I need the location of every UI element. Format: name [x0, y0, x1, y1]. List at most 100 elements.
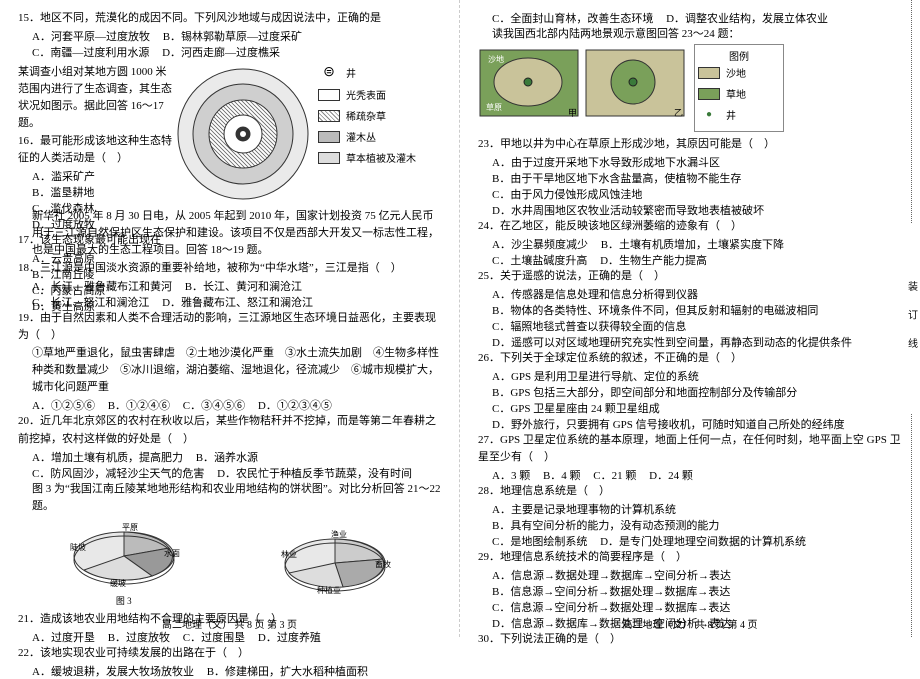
q15-d: D．河西走廊—过度樵采 — [162, 44, 280, 60]
legend-herb: 草本植被及灌木 — [318, 150, 438, 165]
legend-well-label: 井 — [346, 65, 356, 80]
q19-d: D．①②③④⑤ — [258, 397, 332, 413]
intro2: 读我国西北部内陆两地景观示意图回答 23～24 题： — [478, 26, 902, 43]
q20-stem: 20．近几年北京郊区的农村在秋收以后，某些作物秸秆并不挖掉，而是等第二年春耕之前… — [18, 413, 441, 447]
q19-a: A．①②⑤⑥ — [32, 397, 95, 413]
exam-container: 15．地区不同，荒漠化的成因不同。下列风沙地域与成因说法中，正确的是 A．河套平… — [0, 0, 920, 637]
svg-text:缓坡: 缓坡 — [110, 578, 126, 588]
q30-stem: 30．下列说法正确的是（ ） — [478, 631, 902, 648]
q20-b: B．涵养水源 — [196, 449, 258, 465]
q16-b: B．滥垦耕地 — [32, 184, 94, 200]
q29-c: C．信息源→空间分析→数据处理→数据库→表达 — [492, 599, 902, 615]
svg-text:甲: 甲 — [568, 108, 577, 118]
q28-c: C．是地图绘制系统 — [492, 533, 587, 549]
q27-stem: 27．GPS 卫星定位系统的基本原理，地面上任何一点，在任何时刻，地平面上空 G… — [478, 432, 902, 466]
q26-a: A．GPS 是利用卫星进行导航、定位的系统 — [492, 368, 902, 384]
q19-stem: 19．由于自然因素和人类不合理活动的影响，三江源地区生态环境日益恶化，主要表现为… — [18, 310, 441, 344]
svg-text:水面: 水面 — [164, 548, 180, 558]
svg-text:沙地: 沙地 — [488, 54, 504, 64]
q25-c: C．辐照地毯式普查以获得较全面的信息 — [492, 318, 902, 334]
q16-options: A．滥采矿产 B．滥垦耕地 C．滥伐森林 D．过度放牧 — [18, 168, 173, 232]
q20-options: A．增加土壤有机质，提高肥力 B．涵养水源 C．防风固沙，减轻沙尘天气的危害 D… — [18, 449, 441, 481]
q28-stem: 28．地理信息系统是（ ） — [478, 483, 902, 500]
q15-a: A．河套平原—过度放牧 — [32, 28, 150, 44]
legend-sparse: 稀疏杂草 — [318, 108, 438, 123]
legend-shrub: 灌木丛 — [318, 129, 438, 144]
legend-shrub-label: 灌木丛 — [346, 129, 376, 144]
q28-d: D．是专门处理地理空间数据的计算机系统 — [600, 533, 806, 549]
q15-c: C．南疆—过度利用水源 — [32, 44, 149, 60]
q18-b: B．长江、黄河和澜沧江 — [185, 278, 302, 294]
q22-c: C．全面封山育林，改善生态环境 — [492, 10, 653, 26]
q25-stem: 25．关于遥感的说法，正确的是（ ） — [478, 268, 902, 285]
q17-d: D．黄土高原 — [32, 298, 95, 314]
map-legend-well: 井 — [726, 107, 736, 122]
q20-d: D．农民忙于种植反季节蔬菜，没有时间 — [217, 465, 412, 481]
fig3-caption: 图 3 为“我国江南丘陵某地地形结构和农业用地结构的饼状图”。对比分析回答 21… — [18, 481, 441, 515]
q15-b: B．锡林郭勒草原—过度采矿 — [163, 28, 302, 44]
q29-b: B．信息源→空间分析→数据处理→数据库→表达 — [492, 583, 902, 599]
map-legend-sand: 沙地 — [726, 65, 746, 80]
svg-text:渔业: 渔业 — [331, 529, 347, 539]
q16-d: D．过度放牧 — [32, 216, 95, 232]
q27-d: D．24 颗 — [649, 467, 693, 483]
q26-b: B．GPS 包括三大部分，即空间部分和地面控制部分及传输部分 — [492, 384, 902, 400]
eco-intro: 某调查小组对某地方圆 1000 米范围内进行了生态调查，其生态状况如图示。据此回… — [18, 64, 173, 132]
q23-b: B．由于干旱地区地下水含盐量高，使植物不能生存 — [492, 170, 902, 186]
q19-b: B．①②④⑥ — [108, 397, 170, 413]
pie-left-title: 图 3 — [64, 594, 184, 607]
q20-c: C．防风固沙，减轻沙尘天气的危害 — [32, 465, 204, 481]
map-legend-title: 图例 — [698, 48, 780, 63]
svg-text:陡坡: 陡坡 — [70, 542, 86, 552]
q24-options: A．沙尘暴频度减少 B．土壤有机质增加，土壤紧实度下降 C．土壤盐碱度升高 D．… — [478, 236, 902, 268]
q25-a: A．传感器是信息处理和信息分析得到仪器 — [492, 286, 902, 302]
q23-c: C．由于风力侵蚀形成风蚀洼地 — [492, 186, 902, 202]
q23-stem: 23．甲地以井为中心在草原上形成沙地，其原因可能是（ ） — [478, 136, 902, 153]
svg-text:林业: 林业 — [281, 549, 297, 559]
q24-stem: 24．在乙地区，能反映该地区绿洲萎缩的迹象有（ ） — [478, 218, 902, 235]
q26-options: A．GPS 是利用卫星进行导航、定位的系统 B．GPS 包括三大部分，即空间部分… — [478, 368, 902, 432]
svg-text:乙: 乙 — [674, 108, 683, 118]
q23-d: D．水井周围地区农牧业活动较繁密而导致地表植被破坏 — [492, 202, 902, 218]
q19-c: C．③④⑤⑥ — [183, 397, 245, 413]
q18-d: D．雅鲁藏布江、怒江和澜沧江 — [162, 294, 313, 310]
q23-options: A．由于过度开采地下水导致形成地下水漏斗区 B．由于干旱地区地下水含盐量高，使植… — [478, 154, 902, 218]
q27-c: C．21 颗 — [593, 467, 636, 483]
q26-c: C．GPS 卫星星座由 24 颗卫星组成 — [492, 400, 902, 416]
q16-a: A．滥采矿产 — [32, 168, 95, 184]
map-legend-grass: 草地 — [726, 86, 746, 101]
map-legend: 图例 沙地 草地 ●井 — [694, 44, 784, 132]
q15-options: A．河套平原—过度放牧 B．锡林郭勒草原—过度采矿 C．南疆—过度利用水源 D．… — [18, 28, 441, 60]
svg-text:草原: 草原 — [486, 102, 502, 112]
q23-a: A．由于过度开采地下水导致形成地下水漏斗区 — [492, 154, 902, 170]
q24-a: A．沙尘暴频度减少 — [492, 236, 588, 252]
q28-a: A．主要是记录地理事物的计算机系统 — [492, 501, 676, 517]
q26-d: D．野外旅行，只要拥有 GPS 信号接收机，可随时知道自己所处的经纬度 — [492, 416, 902, 432]
q25-d: D．遥感可以对区域地理研究充实性到空间量，再静态到动态的化提供条件 — [492, 334, 902, 350]
q17-a: A．云贵高原 — [32, 250, 95, 266]
eco-diagram-block: 某调查小组对某地方圆 1000 米范围内进行了生态调查，其生态状况如图示。据此回… — [18, 64, 441, 204]
q16-c: C．滥伐森林 — [32, 200, 94, 216]
q19-options: A．①②⑤⑥ B．①②④⑥ C．③④⑤⑥ D．①②③④⑤ — [18, 397, 441, 413]
svg-text:平原: 平原 — [122, 523, 138, 532]
q22-options-cd: C．全面封山育林，改善生态环境 D．调整农业结构，发展立体农业 — [478, 10, 902, 26]
legend-bare: 光秃表面 — [318, 87, 438, 102]
q22-options-ab: A．缓坡退耕，发展大牧场放牧业 B．修建梯田，扩大水稻种植面积 — [18, 663, 441, 679]
q27-b: B．4 颗 — [543, 467, 581, 483]
eco-legend: ⊜ 井 光秃表面 稀疏杂草 灌木丛 草本植被及灌木 — [318, 64, 438, 171]
q24-c: C．土壤盐碱度升高 — [492, 252, 587, 268]
q27-a: A．3 颗 — [492, 467, 530, 483]
q17-c: C．内蒙古高原 — [32, 282, 105, 298]
pie-right: 渔业 畜牧 林业 种植业 — [275, 527, 395, 601]
q24-b: B．土壤有机质增加，土壤紧实度下降 — [601, 236, 784, 252]
q15-stem: 15．地区不同，荒漠化的成因不同。下列风沙地域与成因说法中，正确的是 — [18, 10, 441, 27]
q25-b: B．物体的各类特性、环境条件不同，但其反射和辐射的电磁波相同 — [492, 302, 902, 318]
q24-d: D．生物生产能力提高 — [600, 252, 707, 268]
q22-b: B．修建梯田，扩大水稻种植面积 — [207, 663, 368, 679]
q17-stem: 17．该生态现象最可能出现在 — [18, 232, 173, 249]
map-block: 沙地 草原 甲 乙 图例 沙地 草地 ●井 — [478, 44, 902, 132]
edge-label: 装 订 线 — [904, 281, 919, 356]
q19-items: ①草地严重退化，鼠虫害肆虐 ②土地沙漠化严重 ③水土流失加剧 ④生物多样性种类和… — [18, 345, 441, 396]
legend-bare-label: 光秃表面 — [346, 87, 386, 102]
q20-a: A．增加土壤有机质，提高肥力 — [32, 449, 183, 465]
